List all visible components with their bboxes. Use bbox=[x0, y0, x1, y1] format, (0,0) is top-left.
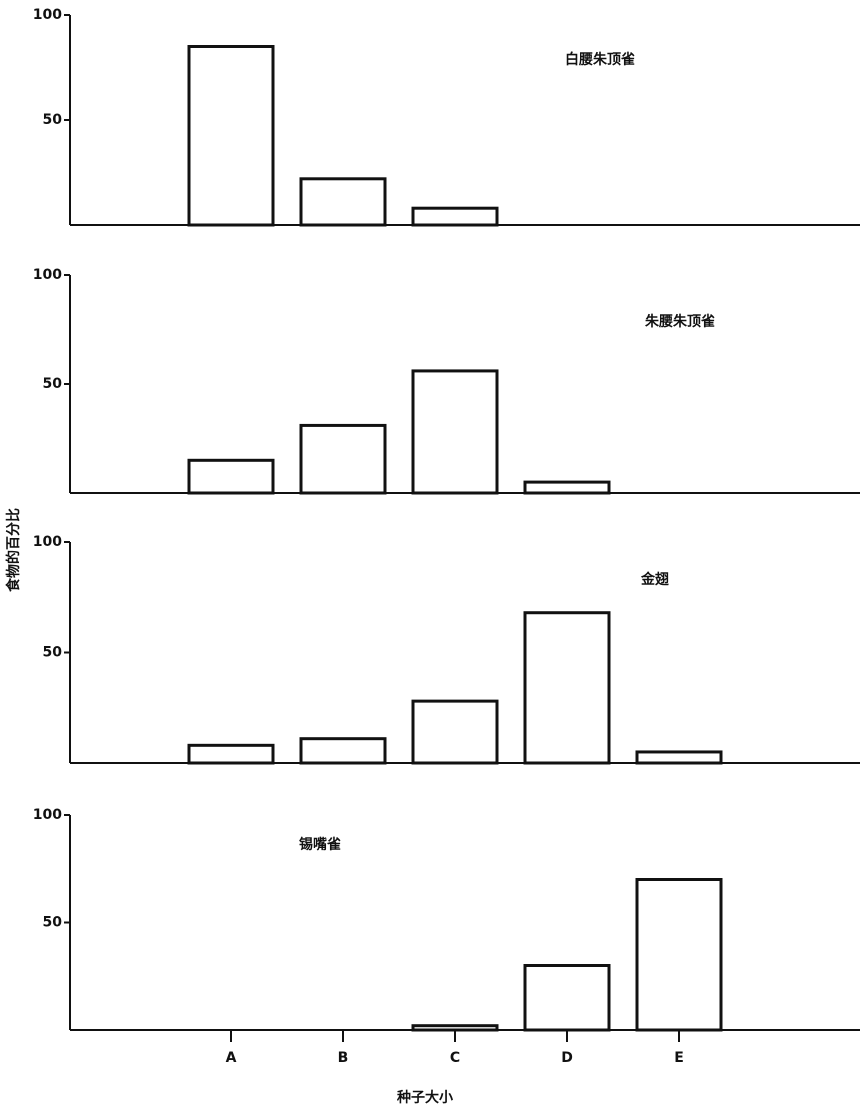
bar bbox=[635, 878, 723, 1032]
y-axis-label: 食物的百分比 bbox=[5, 508, 22, 592]
bar bbox=[523, 611, 611, 765]
y-tick-label: 100 bbox=[33, 7, 62, 23]
x-tick-label: E bbox=[674, 1050, 684, 1066]
panel-title: 金翅 bbox=[640, 571, 669, 588]
panel-title: 朱腰朱顶雀 bbox=[645, 313, 715, 330]
y-tick-label: 50 bbox=[43, 645, 63, 661]
bar bbox=[635, 750, 723, 765]
bar bbox=[299, 177, 387, 227]
x-axis-label: 种子大小 bbox=[396, 1089, 453, 1106]
x-tick-label: D bbox=[561, 1050, 573, 1066]
bar bbox=[299, 737, 387, 765]
bar bbox=[187, 743, 275, 765]
x-tick-label: B bbox=[338, 1050, 349, 1066]
y-tick-label: 50 bbox=[43, 915, 63, 931]
y-tick-label: 100 bbox=[33, 534, 62, 550]
panel-title: 锡嘴雀 bbox=[299, 836, 341, 853]
y-tick-label: 100 bbox=[33, 267, 62, 283]
bar bbox=[411, 699, 499, 765]
y-tick-label: 100 bbox=[33, 807, 62, 823]
bar bbox=[523, 480, 611, 495]
panel-title: 白腰朱顶雀 bbox=[565, 51, 635, 68]
x-tick-label: C bbox=[450, 1050, 460, 1066]
bar bbox=[187, 45, 275, 227]
bar bbox=[411, 369, 499, 495]
bar bbox=[411, 1024, 499, 1032]
bar bbox=[411, 206, 499, 227]
x-tick-label: A bbox=[226, 1050, 237, 1066]
bar bbox=[187, 458, 275, 495]
bar bbox=[523, 964, 611, 1032]
y-tick-label: 50 bbox=[43, 376, 63, 392]
y-tick-label: 50 bbox=[43, 112, 63, 128]
bar bbox=[299, 423, 387, 495]
